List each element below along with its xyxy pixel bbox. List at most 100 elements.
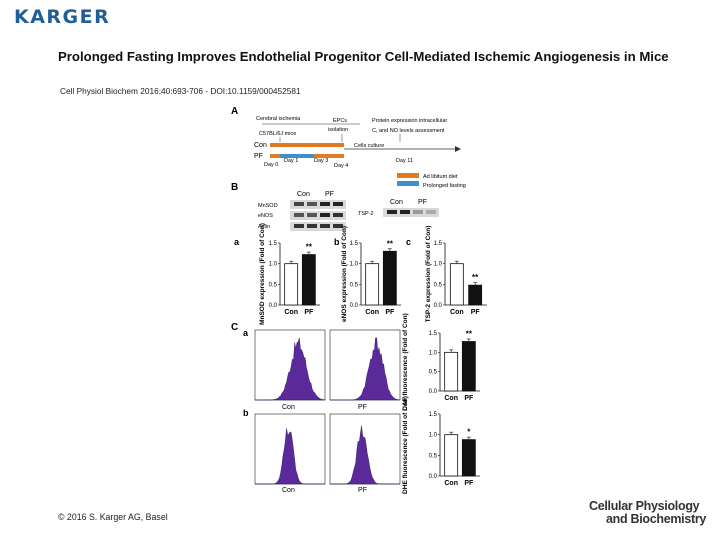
histogram-fill bbox=[255, 428, 325, 485]
legend-ad-libitum: Ad libitum diet bbox=[423, 174, 458, 180]
sublabel-Bb: b bbox=[334, 237, 340, 247]
y-axis-label: eNOS expression (Fold of Con) bbox=[341, 226, 348, 322]
timeline-label-isolation: isolation bbox=[328, 127, 348, 133]
y-tick-label: 0.5 bbox=[429, 453, 438, 459]
timeline-label-culture: Cells culture bbox=[354, 143, 384, 149]
timeline-day4: Day 4 bbox=[334, 163, 348, 169]
legend-swatch-ad-libitum bbox=[397, 173, 419, 178]
bar-con bbox=[284, 263, 299, 306]
y-axis-label: TSP-2 expression (Fold of Con) bbox=[425, 226, 432, 323]
significance-label: ** bbox=[306, 243, 313, 252]
y-tick-label: 1.5 bbox=[434, 241, 443, 247]
karger-logo: KARGER bbox=[14, 6, 111, 28]
y-tick-label: 0.0 bbox=[434, 303, 443, 309]
y-tick-label: 1.5 bbox=[350, 241, 359, 247]
category-label: Con bbox=[450, 309, 464, 316]
western-blot-tsp2 bbox=[383, 208, 439, 217]
y-tick-label: 1.0 bbox=[269, 262, 278, 268]
journal-logo: Cellular Physiology and Biochemistry bbox=[589, 500, 706, 526]
western-row-mnsod: MnSOD bbox=[258, 203, 278, 209]
panel-label-C: C bbox=[231, 322, 238, 333]
histogram-fill bbox=[330, 425, 400, 485]
western-tsp2-pf: PF bbox=[418, 199, 427, 206]
western-row-actin: Actin bbox=[258, 224, 270, 230]
y-tick-label: 0.5 bbox=[350, 282, 359, 288]
timeline-label-ischemia: Cerebral ischemia bbox=[256, 116, 301, 122]
sublabel-Cb: b bbox=[243, 408, 249, 418]
significance-label: ** bbox=[387, 239, 394, 248]
histogram-ca-pf bbox=[329, 329, 401, 401]
timeline-day11: Day 11 bbox=[396, 158, 413, 164]
y-tick-label: 1.0 bbox=[350, 262, 359, 268]
legend-fasting: Prolonged fasting bbox=[423, 183, 466, 189]
sublabel-Ba: a bbox=[234, 237, 240, 247]
y-axis-label: DAF fluorescence (Fold of Con) bbox=[402, 313, 409, 411]
timeline-bar-pf-ad-libitum bbox=[314, 154, 344, 158]
journal-logo-line1: Cellular Physiology bbox=[589, 499, 700, 513]
timeline-row-pf: PF bbox=[254, 153, 263, 160]
category-label: Con bbox=[365, 309, 379, 316]
category-label: PF bbox=[471, 309, 481, 316]
bar-chart-c: 0.0 0.5 1.0 1.5 Con PF ** TSP-2 expression (Fol… bbox=[425, 226, 487, 323]
western-tsp2-label: TSP-2 bbox=[358, 211, 374, 217]
legend-swatch-fasting bbox=[397, 181, 419, 186]
y-tick-label: 0.0 bbox=[429, 389, 438, 395]
timeline-bar-pf-fasting bbox=[280, 154, 314, 158]
bar-chart-Ca: 0.0 0.5 1.0 1.5 Con PF ** DAF fluorescence (Fol… bbox=[402, 313, 480, 411]
significance-label: * bbox=[467, 428, 471, 437]
y-tick-label: 0.5 bbox=[429, 370, 438, 376]
y-tick-label: 0.0 bbox=[269, 303, 278, 309]
y-tick-label: 1.0 bbox=[434, 262, 443, 268]
y-tick-label: 0.0 bbox=[350, 303, 359, 309]
bar-pf bbox=[468, 284, 483, 306]
timeline-day0: Day 0 bbox=[264, 162, 278, 168]
bar-charts: 0.0 0.5 1.0 1.5 Con PF ** MnSOD expression (Fol… bbox=[259, 223, 487, 494]
bar-pf bbox=[301, 254, 316, 306]
histogram-cb-pf bbox=[329, 413, 401, 485]
y-tick-label: 0.0 bbox=[429, 474, 438, 480]
citation: Cell Physiol Biochem 2016;40:693-706 - D… bbox=[60, 86, 301, 96]
western-tsp2-con: Con bbox=[390, 199, 403, 206]
significance-label: ** bbox=[472, 273, 479, 282]
bar-pf bbox=[461, 341, 476, 392]
y-tick-label: 0.5 bbox=[434, 282, 443, 288]
histogram-label-pf: PF bbox=[358, 404, 367, 411]
y-tick-label: 0.5 bbox=[269, 282, 278, 288]
y-axis-label: MnSOD expression (Fold of Con) bbox=[259, 223, 266, 325]
journal-logo-line2: and Biochemistry bbox=[606, 512, 707, 526]
sublabel-Ca: a bbox=[243, 328, 249, 338]
histogram-label-con: Con bbox=[282, 487, 295, 494]
timeline-arrowhead bbox=[455, 146, 461, 152]
western-col-pf: PF bbox=[325, 191, 334, 198]
histogram-label-pf: PF bbox=[358, 487, 367, 494]
y-tick-label: 1.5 bbox=[269, 241, 278, 247]
y-axis-label: DHE fluorescence (Fold of Con) bbox=[402, 396, 409, 494]
western-col-con: Con bbox=[297, 191, 310, 198]
histogram-fill bbox=[255, 337, 326, 401]
category-label: Con bbox=[444, 480, 458, 487]
slide-title: Prolonged Fasting Improves Endothelial P… bbox=[58, 49, 669, 64]
y-tick-label: 1.5 bbox=[429, 412, 438, 418]
timeline-day1: Day 1 bbox=[284, 158, 298, 164]
timeline-label-epcs: EPCs bbox=[333, 118, 347, 124]
y-tick-label: 1.0 bbox=[429, 433, 438, 439]
panel-label-B: B bbox=[231, 182, 238, 193]
timeline-day3: Day 3 bbox=[314, 158, 328, 164]
histogram-fill bbox=[330, 337, 401, 401]
significance-label: ** bbox=[466, 330, 473, 339]
timeline-bar-con-ad-libitum bbox=[270, 143, 344, 147]
bar-chart-b: 0.0 0.5 1.0 1.5 Con PF ** eNOS expression (Fold… bbox=[341, 226, 401, 322]
bar-chart-a: 0.0 0.5 1.0 1.5 Con PF ** MnSOD expression (Fol… bbox=[259, 223, 320, 325]
timeline-bar-pf-ad-libitum bbox=[270, 154, 280, 158]
category-label: PF bbox=[464, 480, 474, 487]
category-label: PF bbox=[464, 395, 474, 402]
category-label: PF bbox=[385, 309, 395, 316]
histogram-label-con: Con bbox=[282, 404, 295, 411]
bar-con bbox=[444, 434, 459, 477]
copyright: © 2016 S. Karger AG, Basel bbox=[58, 512, 168, 522]
bar-con bbox=[365, 263, 380, 306]
sublabel-Bc: c bbox=[406, 237, 411, 247]
category-label: Con bbox=[284, 309, 298, 316]
histogram-cb-con bbox=[254, 413, 326, 485]
